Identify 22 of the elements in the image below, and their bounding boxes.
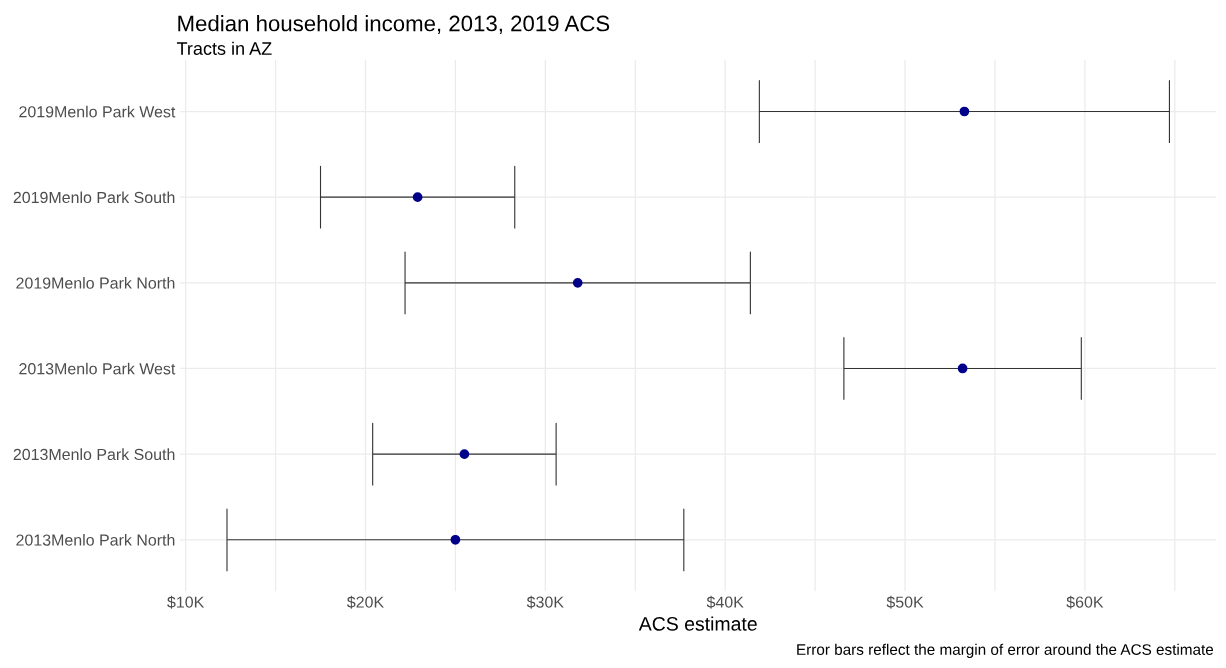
y-tick-label: 2013Menlo Park West (19, 362, 176, 375)
x-tick-label: $10K (167, 595, 205, 609)
y-tick-label: 2019Menlo Park South (13, 191, 175, 204)
x-tick-label: $40K (706, 595, 744, 609)
chart-title: Median household income, 2013, 2019 ACS (178, 15, 610, 34)
y-tick-label: 2013Menlo Park North (16, 534, 175, 546)
x-tick-label: $20K (347, 595, 384, 609)
point (957, 363, 968, 374)
point (572, 277, 583, 288)
chart-subtitle: Tracts in AZ (176, 41, 272, 55)
x-axis-title: ACS estimate (638, 616, 757, 631)
x-tick-label: $60K (1066, 595, 1104, 609)
y-tick-label: 2013Menlo Park South (13, 448, 175, 461)
point (412, 192, 423, 203)
point (459, 449, 470, 459)
y-tick-label: 2019Menlo Park North (16, 277, 175, 289)
text: Error bars reflect the margin of error around the ACS estimate (797, 643, 1214, 658)
x-tick-label: $30K (526, 595, 564, 609)
point (450, 534, 461, 545)
point (959, 106, 970, 117)
x-tick-label: $50K (886, 595, 924, 609)
y-tick-label: 2019Menlo Park West (19, 105, 176, 118)
